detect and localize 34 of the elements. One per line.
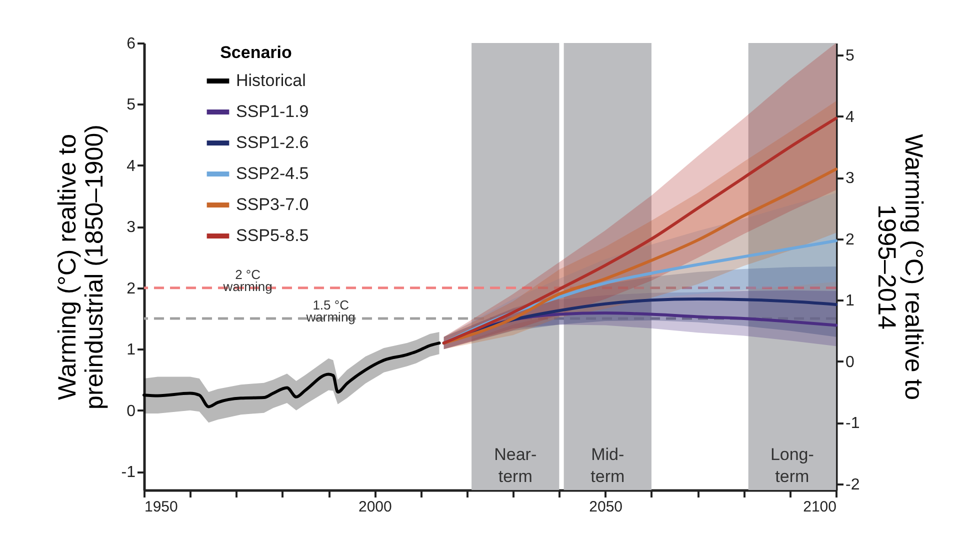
y-tick-label: 2 bbox=[126, 280, 136, 298]
x-tick-label: 2100 bbox=[803, 498, 836, 516]
y2-tick-label: -2 bbox=[846, 476, 860, 494]
y-axis-title: Warming (°C) realtive to preindustrial (1850–1900) bbox=[53, 124, 108, 410]
legend-label: SSP5-8.5 bbox=[236, 226, 309, 245]
y2-tick-label: 3 bbox=[846, 170, 854, 188]
y2-tick-label: 5 bbox=[846, 48, 854, 65]
y-tick-label: 5 bbox=[126, 96, 136, 114]
y2-tick-label: 0 bbox=[846, 354, 854, 371]
y2-axis-title: Warming (°C) realtive to 1995–2014 bbox=[872, 134, 928, 400]
ref-line-label: 1.5 °C warming bbox=[305, 298, 356, 325]
legend-label: SSP1-1.9 bbox=[236, 102, 309, 121]
legend-title: Scenario bbox=[220, 43, 292, 62]
y2-tick-label: 1 bbox=[846, 292, 854, 310]
legend-label: SSP2-4.5 bbox=[236, 164, 309, 183]
y-tick-label: 1 bbox=[126, 342, 136, 359]
band-label: Long- term bbox=[770, 445, 814, 486]
y2-tick-label: -1 bbox=[846, 415, 860, 432]
y-tick-label: 0 bbox=[126, 402, 136, 420]
y-tick-label: 6 bbox=[126, 36, 136, 52]
x-tick-label: 2050 bbox=[589, 498, 623, 516]
y-tick-label: 4 bbox=[126, 158, 136, 175]
x-tick-label: 1950 bbox=[144, 498, 178, 516]
x-tick-label: 2000 bbox=[358, 498, 392, 516]
band-label: Near- term bbox=[494, 445, 537, 486]
legend-label: SSP3-7.0 bbox=[236, 195, 309, 214]
line-series bbox=[142, 342, 441, 408]
legend-label: Historical bbox=[236, 71, 306, 90]
y-tick-label: 3 bbox=[126, 219, 136, 236]
band-label: Mid- term bbox=[590, 445, 625, 486]
y2-tick-label: 4 bbox=[846, 108, 854, 126]
y-tick-label: -1 bbox=[121, 464, 136, 482]
legend-label: SSP1-2.6 bbox=[236, 133, 309, 152]
y2-tick-label: 2 bbox=[846, 231, 854, 248]
